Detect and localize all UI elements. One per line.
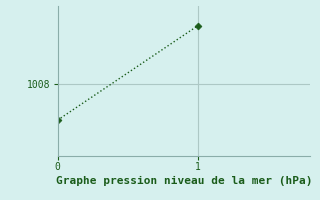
X-axis label: Graphe pression niveau de la mer (hPa): Graphe pression niveau de la mer (hPa) [56, 176, 312, 186]
